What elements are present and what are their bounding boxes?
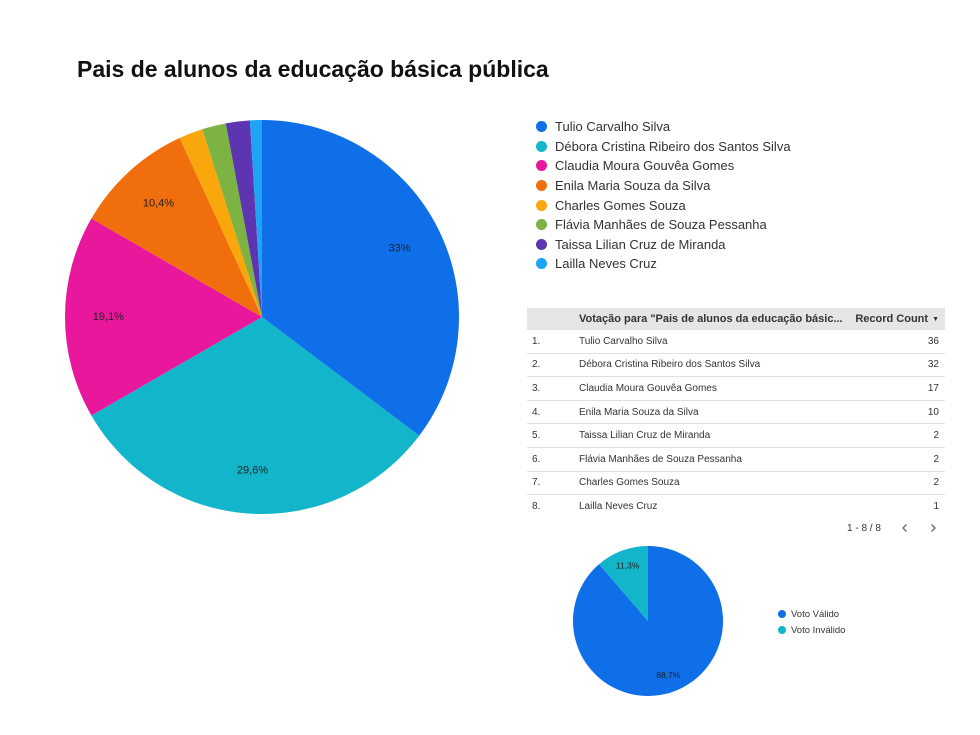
main-pie-chart: 33% 29,6% 19,1% 10,4% (65, 120, 459, 514)
legend-label: Tulio Carvalho Silva (555, 119, 671, 135)
legend-label: Voto Válido (791, 608, 840, 620)
pie-slice[interactable] (202, 123, 262, 317)
sort-descending-icon[interactable]: ▼ (932, 316, 939, 323)
row-count: 36 (927, 335, 939, 347)
legend-marker (536, 199, 547, 211)
row-count: 2 (933, 453, 939, 465)
header-name-column[interactable]: Votação para "Pais de alunos da educação… (579, 313, 843, 325)
row-index: 3. (532, 382, 541, 394)
slice-data-label: 10,4% (143, 197, 174, 209)
table-row: 6. Flávia Manhães de Souza Pessanha 2 (527, 448, 945, 472)
table-row: 5. Taissa Lilian Cruz de Miranda 2 (527, 424, 945, 448)
legend-marker (536, 140, 547, 152)
legend-item[interactable]: Flávia Manhães de Souza Pessanha (536, 215, 791, 235)
chart-title: Pais de alunos da educação básica públic… (77, 56, 549, 82)
row-count: 1 (933, 500, 939, 512)
table-row: 7. Charles Gomes Souza 2 (527, 472, 945, 496)
legend-label: Flávia Manhães de Souza Pessanha (555, 217, 767, 233)
legend-item[interactable]: Enila Maria Souza da Silva (536, 176, 791, 196)
legend-marker (536, 219, 547, 231)
pie-slice[interactable] (599, 546, 648, 621)
row-index: 2. (532, 359, 541, 371)
table-row: 3. Claudia Moura Gouvêa Gomes 17 (527, 377, 945, 401)
row-name: Tulio Carvalho Silva (579, 335, 668, 347)
legend-label: Débora Cristina Ribeiro dos Santos Silva (555, 138, 791, 154)
legend-item[interactable]: Débora Cristina Ribeiro dos Santos Silva (536, 137, 791, 157)
legend-marker (778, 610, 786, 618)
pie-slice[interactable] (262, 120, 459, 436)
chevron-right-icon[interactable] (923, 518, 943, 538)
row-index: 5. (532, 430, 541, 442)
row-name: Flávia Manhães de Souza Pessanha (579, 453, 742, 465)
table-pagination: 1 - 8 / 8 (847, 518, 943, 538)
legend-item[interactable]: Tulio Carvalho Silva (536, 117, 791, 137)
row-index: 4. (532, 406, 541, 418)
row-name: Charles Gomes Souza (579, 477, 680, 489)
legend-label: Lailla Neves Cruz (555, 256, 657, 272)
legend-item[interactable]: Charles Gomes Souza (536, 195, 791, 215)
slice-data-label: 33% (389, 242, 411, 254)
pagination-range: 1 - 8 / 8 (847, 522, 881, 534)
results-table: Votação para "Pais de alunos da educação… (527, 308, 945, 518)
row-count: 10 (927, 406, 939, 418)
row-index: 7. (532, 477, 541, 489)
legend-marker (536, 258, 547, 270)
table-row: 8. Lailla Neves Cruz 1 (527, 495, 945, 518)
legend-item[interactable]: Lailla Neves Cruz (536, 254, 791, 274)
legend-label: Charles Gomes Souza (555, 197, 686, 213)
table-row: 1. Tulio Carvalho Silva 36 (527, 330, 945, 354)
legend-item[interactable]: Voto Válido (778, 606, 845, 622)
slice-data-label: 29,6% (237, 464, 268, 476)
row-index: 6. (532, 453, 541, 465)
row-index: 1. (532, 335, 541, 347)
row-count: 32 (927, 359, 939, 371)
legend-label: Voto Inválido (791, 624, 846, 636)
vote-validity-pie-chart: 88,7% 11,3% (573, 546, 723, 696)
row-name: Lailla Neves Cruz (579, 500, 658, 512)
row-name: Débora Cristina Ribeiro dos Santos Silva (579, 359, 761, 371)
legend-item[interactable]: Taissa Lilian Cruz de Miranda (536, 235, 791, 255)
legend-marker (536, 238, 547, 250)
legend-marker (536, 180, 547, 192)
main-legend: Tulio Carvalho Silva Débora Cristina Rib… (536, 117, 791, 274)
row-name: Taissa Lilian Cruz de Miranda (579, 430, 711, 442)
vote-validity-legend: Voto Válido Voto Inválido (778, 606, 845, 638)
pie-slice[interactable] (225, 120, 262, 317)
pie-slice[interactable] (179, 129, 262, 317)
row-count: 2 (933, 477, 939, 489)
row-index: 8. (532, 500, 541, 512)
table-row: 2. Débora Cristina Ribeiro dos Santos Sil… (527, 354, 945, 378)
slice-data-label: 88,7% (656, 670, 681, 680)
row-count: 17 (927, 382, 939, 394)
header-count-label: Record Count (855, 313, 929, 325)
legend-marker (536, 121, 547, 133)
legend-item[interactable]: Voto Inválido (778, 622, 845, 638)
pie-slice[interactable] (91, 138, 262, 317)
legend-marker (778, 626, 786, 634)
pie-slice[interactable] (65, 218, 262, 416)
row-count: 2 (933, 430, 939, 442)
row-name: Claudia Moura Gouvêa Gomes (579, 382, 717, 394)
table-row: 4. Enila Maria Souza da Silva 10 (527, 401, 945, 425)
slice-data-label: 11,3% (616, 560, 640, 570)
header-count-column[interactable]: Record Count ▼ (845, 313, 945, 325)
chevron-left-icon[interactable] (895, 518, 915, 538)
table-header: Votação para "Pais de alunos da educação… (527, 308, 945, 330)
pie-slice[interactable] (249, 120, 262, 317)
legend-marker (536, 160, 547, 172)
legend-item[interactable]: Claudia Moura Gouvêa Gomes (536, 156, 791, 176)
legend-label: Enila Maria Souza da Silva (555, 178, 711, 194)
slice-data-label: 19,1% (93, 311, 124, 323)
pie-slice[interactable] (91, 317, 420, 514)
legend-label: Claudia Moura Gouvêa Gomes (555, 158, 735, 174)
legend-label: Taissa Lilian Cruz de Miranda (555, 236, 726, 252)
row-name: Enila Maria Souza da Silva (579, 406, 699, 418)
